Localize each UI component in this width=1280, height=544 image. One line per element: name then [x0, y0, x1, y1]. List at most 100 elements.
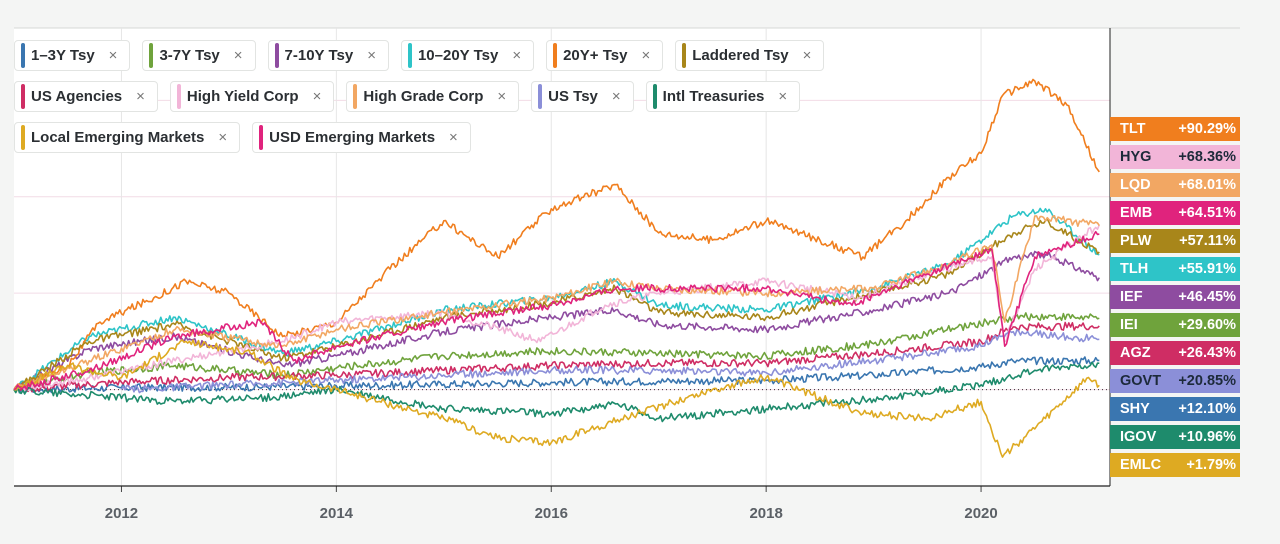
- badge-ticker: AGZ: [1120, 345, 1151, 361]
- return-badge-emb: EMB +64.51%: [1110, 201, 1240, 225]
- legend-color-swatch: [538, 84, 543, 109]
- badge-return-value: +64.51%: [1178, 205, 1236, 221]
- legend-label: 20Y+ Tsy: [563, 47, 628, 64]
- legend-color-swatch: [149, 43, 154, 68]
- legend-chip-lqd[interactable]: High Grade Corp ×: [346, 81, 520, 112]
- legend-color-swatch: [652, 84, 657, 109]
- badge-ticker: TLT: [1120, 121, 1146, 137]
- badge-return-value: +1.79%: [1186, 457, 1236, 473]
- legend-chip-ief[interactable]: 7-10Y Tsy ×: [267, 40, 389, 71]
- remove-series-icon[interactable]: ×: [312, 88, 322, 105]
- legend-chip-plw[interactable]: Laddered Tsy ×: [675, 40, 825, 71]
- remove-series-icon[interactable]: ×: [108, 47, 118, 64]
- remove-series-icon[interactable]: ×: [367, 47, 376, 64]
- return-badge-lqd: LQD +68.01%: [1110, 173, 1240, 197]
- remove-series-icon[interactable]: ×: [512, 47, 522, 64]
- legend-label: US Agencies: [31, 88, 123, 105]
- remove-series-icon[interactable]: ×: [497, 88, 507, 105]
- legend-chip-govt[interactable]: US Tsy ×: [531, 81, 634, 112]
- legend-color-swatch: [259, 125, 264, 150]
- remove-series-icon[interactable]: ×: [611, 88, 621, 105]
- series-line-emb: [13, 230, 1100, 391]
- badge-ticker: TLH: [1120, 261, 1149, 277]
- x-tick-label: 2014: [320, 505, 354, 522]
- badge-ticker: GOVT: [1120, 373, 1162, 389]
- legend-color-swatch: [682, 43, 687, 68]
- series-line-igov: [13, 361, 1100, 423]
- legend-chip-igov[interactable]: Intl Treasuries ×: [645, 81, 801, 112]
- legend-chip-agz[interactable]: US Agencies ×: [14, 81, 158, 112]
- series-line-agz: [13, 321, 1100, 393]
- legend-label: 1–3Y Tsy: [31, 47, 95, 64]
- badge-return-value: +26.43%: [1178, 345, 1236, 361]
- legend-label: High Yield Corp: [186, 88, 299, 105]
- return-badge-tlt: TLT +90.29%: [1110, 117, 1240, 141]
- legend-label: 7-10Y Tsy: [284, 47, 354, 64]
- legend-label: 10–20Y Tsy: [417, 47, 499, 64]
- final-return-badges: TLT +90.29% HYG +68.36% LQD +68.01% EMB +64.51%…: [1110, 117, 1240, 477]
- return-badge-emlc: EMLC +1.79%: [1110, 453, 1240, 477]
- series-line-iei: [13, 312, 1100, 394]
- legend-color-swatch: [274, 43, 279, 68]
- legend-color-swatch: [21, 125, 25, 150]
- badge-ticker: IEF: [1120, 289, 1143, 305]
- remove-series-icon[interactable]: ×: [802, 47, 812, 64]
- series-line-emlc: [13, 339, 1100, 458]
- legend-color-swatch: [176, 84, 181, 109]
- legend-chip-emb[interactable]: USD Emerging Markets ×: [252, 122, 471, 153]
- remove-series-icon[interactable]: ×: [233, 47, 243, 64]
- legend-chip-tlh[interactable]: 10–20Y Tsy ×: [400, 40, 535, 71]
- return-badge-tlh: TLH +55.91%: [1110, 257, 1240, 281]
- x-tick-label: 2020: [964, 505, 997, 522]
- series-line-ief: [13, 250, 1100, 391]
- return-badge-ief: IEF +46.45%: [1110, 285, 1240, 309]
- legend-label: US Tsy: [548, 88, 598, 105]
- badge-ticker: IEI: [1120, 317, 1138, 333]
- badge-return-value: +55.91%: [1178, 261, 1236, 277]
- legend-color-swatch: [407, 43, 412, 68]
- badge-return-value: +20.85%: [1178, 373, 1236, 389]
- legend-chip-hyg[interactable]: High Yield Corp ×: [169, 81, 335, 112]
- badge-ticker: LQD: [1120, 177, 1151, 193]
- return-badge-igov: IGOV +10.96%: [1110, 425, 1240, 449]
- badge-return-value: +68.01%: [1178, 177, 1236, 193]
- badge-return-value: +57.11%: [1179, 233, 1236, 249]
- return-badge-shy: SHY +12.10%: [1110, 397, 1240, 421]
- return-badge-plw: PLW +57.11%: [1110, 229, 1240, 253]
- x-tick-label: 2018: [749, 505, 782, 522]
- return-badge-agz: AGZ +26.43%: [1110, 341, 1240, 365]
- return-badge-hyg: HYG +68.36%: [1110, 145, 1240, 169]
- series-line-hyg: [13, 224, 1101, 392]
- legend-chip-tlt[interactable]: 20Y+ Tsy ×: [546, 40, 664, 71]
- badge-return-value: +46.45%: [1178, 289, 1236, 305]
- badge-return-value: +90.29%: [1178, 121, 1236, 137]
- legend-chip-iei[interactable]: 3-7Y Tsy ×: [142, 40, 256, 71]
- remove-series-icon[interactable]: ×: [449, 129, 458, 146]
- badge-ticker: HYG: [1120, 149, 1152, 165]
- legend-chip-shy[interactable]: 1–3Y Tsy ×: [14, 40, 131, 71]
- series-line-tlt: [13, 78, 1100, 391]
- return-badge-govt: GOVT +20.85%: [1110, 369, 1240, 393]
- badge-ticker: EMLC: [1120, 457, 1162, 473]
- legend-label: Laddered Tsy: [692, 47, 789, 64]
- badge-return-value: +68.36%: [1178, 149, 1236, 165]
- remove-series-icon[interactable]: ×: [778, 88, 788, 105]
- x-tick-label: 2016: [535, 505, 568, 522]
- badge-ticker: IGOV: [1120, 429, 1157, 445]
- remove-series-icon[interactable]: ×: [641, 47, 651, 64]
- return-badge-iei: IEI +29.60%: [1110, 313, 1240, 337]
- x-tick-label: 2012: [105, 505, 138, 522]
- badge-ticker: PLW: [1120, 233, 1152, 249]
- badge-return-value: +12.10%: [1178, 401, 1236, 417]
- legend-label: 3-7Y Tsy: [159, 47, 220, 64]
- remove-series-icon[interactable]: ×: [136, 88, 145, 105]
- legend-label: Local Emerging Markets: [31, 129, 205, 146]
- legend-color-swatch: [21, 43, 25, 68]
- legend-label: Intl Treasuries: [662, 88, 765, 105]
- legend-label: High Grade Corp: [363, 88, 484, 105]
- series-line-govt: [120, 328, 1100, 394]
- legend-chip-emlc[interactable]: Local Emerging Markets ×: [14, 122, 241, 153]
- legend-label: USD Emerging Markets: [269, 129, 436, 146]
- badge-return-value: +10.96%: [1178, 429, 1236, 445]
- remove-series-icon[interactable]: ×: [218, 129, 228, 146]
